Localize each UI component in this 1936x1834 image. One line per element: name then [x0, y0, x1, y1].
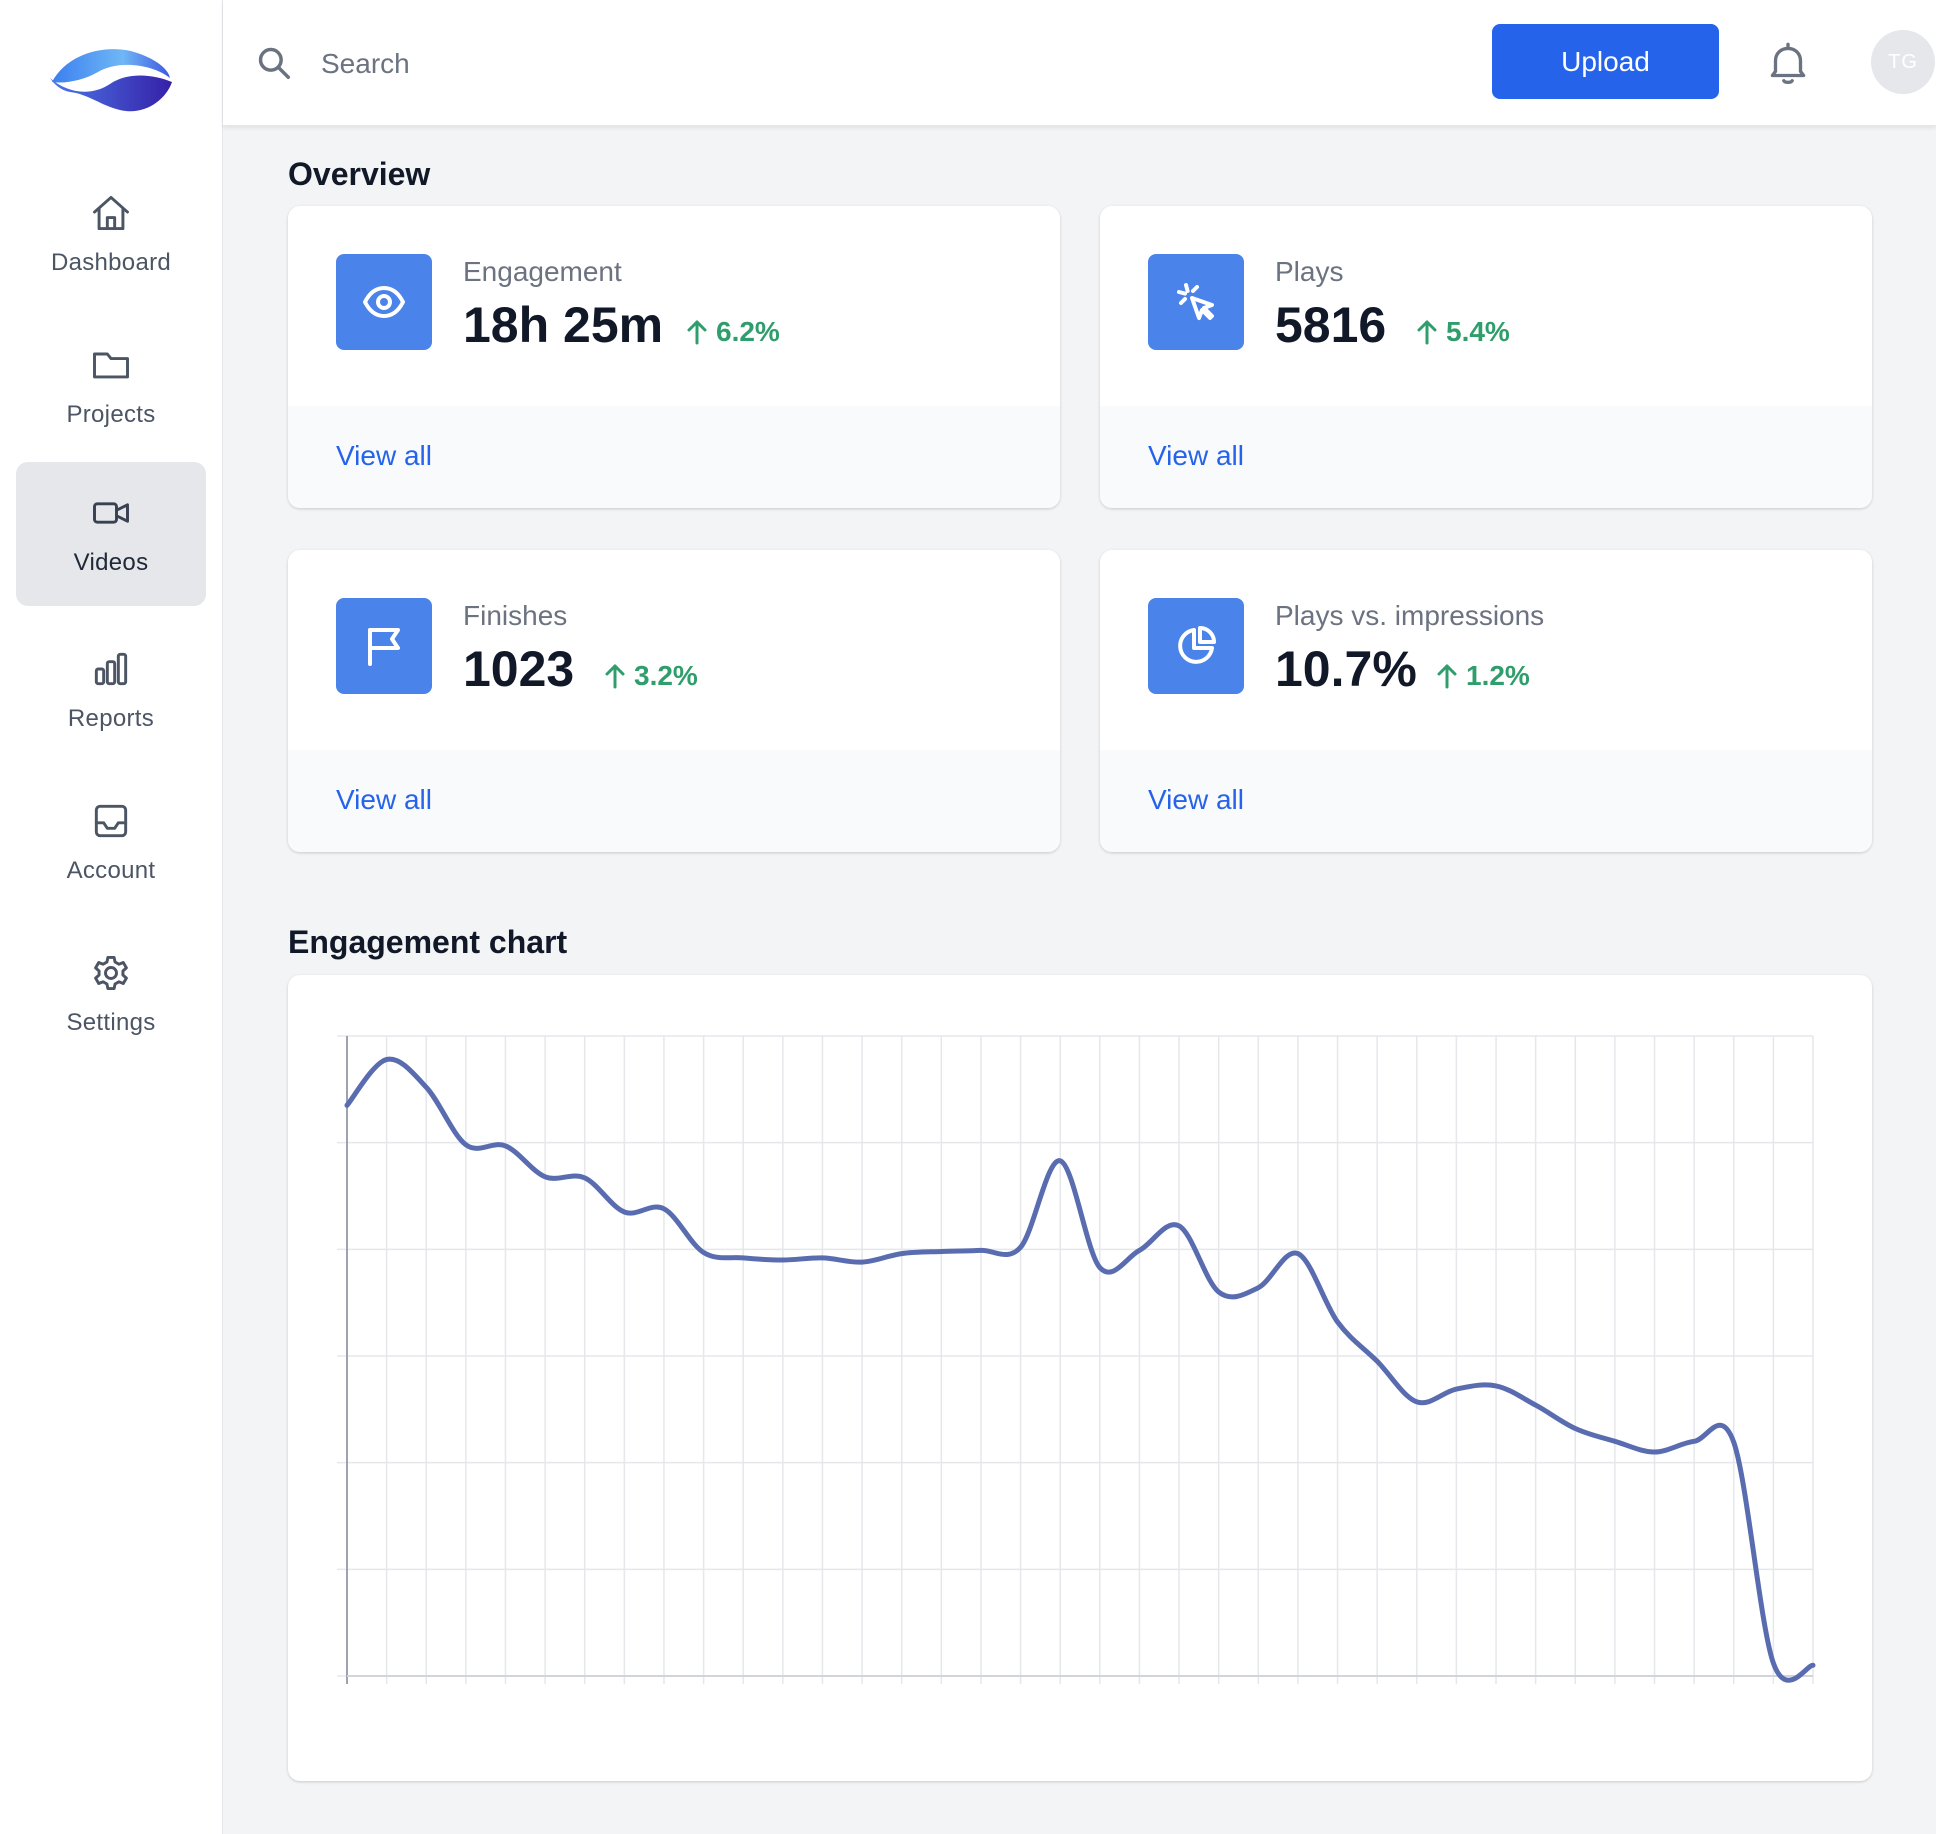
card-footer: View all: [1100, 750, 1872, 852]
stat-change-value: 6.2%: [716, 316, 780, 347]
engagement-line-chart: [337, 1035, 1816, 1684]
stat-card-plays-vs-impressions: Plays vs. impressions 10.7% 1.2% View al…: [1100, 550, 1872, 852]
stat-card-engagement: Engagement 18h 25m 6.2% View all: [288, 206, 1060, 508]
sidebar-item-settings[interactable]: Settings: [16, 922, 206, 1066]
overview-title: Overview: [288, 156, 431, 192]
folder-icon: [93, 352, 129, 379]
plays-icon-box: [1148, 254, 1244, 350]
cursor-click-icon: [1177, 283, 1214, 320]
stat-change: 1.2%: [1436, 660, 1530, 692]
arrow-up-icon: [605, 664, 625, 689]
card-footer: View all: [288, 406, 1060, 508]
bell-icon[interactable]: [1763, 38, 1813, 88]
stat-value: 18h 25m: [463, 297, 664, 353]
brand-logo-icon[interactable]: [48, 44, 174, 116]
sidebar-item-account[interactable]: Account: [16, 770, 206, 914]
stat-change-value: 5.4%: [1446, 316, 1510, 347]
stat-change: 6.2%: [686, 316, 780, 348]
sidebar-item-reports[interactable]: Reports: [16, 618, 206, 762]
stat-value: 1023: [463, 641, 575, 697]
upload-button[interactable]: Upload: [1492, 24, 1719, 99]
pie-chart-icon: [1178, 626, 1216, 664]
video-camera-icon: [93, 502, 129, 524]
stat-label: Finishes: [463, 600, 568, 631]
sidebar-item-label: Settings: [66, 1009, 156, 1036]
arrow-up-icon: [687, 320, 707, 345]
sidebar-item-label: Videos: [73, 549, 149, 576]
stat-change-value: 3.2%: [634, 660, 698, 691]
stat-change: 3.2%: [604, 660, 698, 692]
stat-change-value: 1.2%: [1466, 660, 1530, 691]
search-input[interactable]: [321, 36, 1221, 92]
arrow-up-icon: [1437, 664, 1457, 689]
sidebar-item-dashboard[interactable]: Dashboard: [16, 162, 206, 306]
plays-vs-impressions-icon-box: [1148, 598, 1244, 694]
search-icon: [258, 47, 290, 79]
bar-chart-icon: [94, 652, 128, 686]
home-icon: [93, 195, 129, 231]
avatar[interactable]: TG: [1871, 30, 1935, 94]
card-footer: View all: [288, 750, 1060, 852]
arrow-up-icon: [1417, 320, 1437, 345]
stat-label: Plays: [1275, 256, 1344, 287]
stat-change: 5.4%: [1416, 316, 1510, 348]
stat-label: Engagement: [463, 256, 622, 287]
view-all-link[interactable]: View all: [1148, 784, 1244, 815]
top-bar: Upload TG: [223, 0, 1936, 126]
sidebar: Dashboard Projects Videos Reports Accoun…: [0, 0, 223, 1834]
engagement-chart-title: Engagement chart: [288, 924, 568, 960]
engagement-icon-box: [336, 254, 432, 350]
inbox-icon: [94, 804, 128, 838]
stat-value: 10.7%: [1275, 641, 1417, 697]
engagement-chart-card: [288, 975, 1872, 1781]
stat-card-finishes: Finishes 1023 3.2% View all: [288, 550, 1060, 852]
eye-icon: [363, 286, 405, 318]
stat-card-plays: Plays 5816 5.4% View all: [1100, 206, 1872, 508]
stat-label: Plays vs. impressions: [1275, 600, 1545, 631]
card-footer: View all: [1100, 406, 1872, 508]
view-all-link[interactable]: View all: [1148, 440, 1244, 471]
sidebar-item-label: Reports: [67, 705, 155, 732]
sidebar-item-label: Projects: [66, 401, 156, 428]
stat-value: 5816: [1275, 297, 1387, 353]
sidebar-item-videos[interactable]: Videos: [16, 462, 206, 606]
finishes-icon-box: [336, 598, 432, 694]
flag-icon: [368, 628, 400, 666]
gear-icon: [94, 955, 128, 991]
sidebar-item-label: Dashboard: [50, 249, 172, 276]
sidebar-item-projects[interactable]: Projects: [16, 314, 206, 458]
series-line-0: [344, 1056, 1816, 1683]
view-all-link[interactable]: View all: [336, 784, 432, 815]
view-all-link[interactable]: View all: [336, 440, 432, 471]
sidebar-item-label: Account: [66, 857, 156, 884]
